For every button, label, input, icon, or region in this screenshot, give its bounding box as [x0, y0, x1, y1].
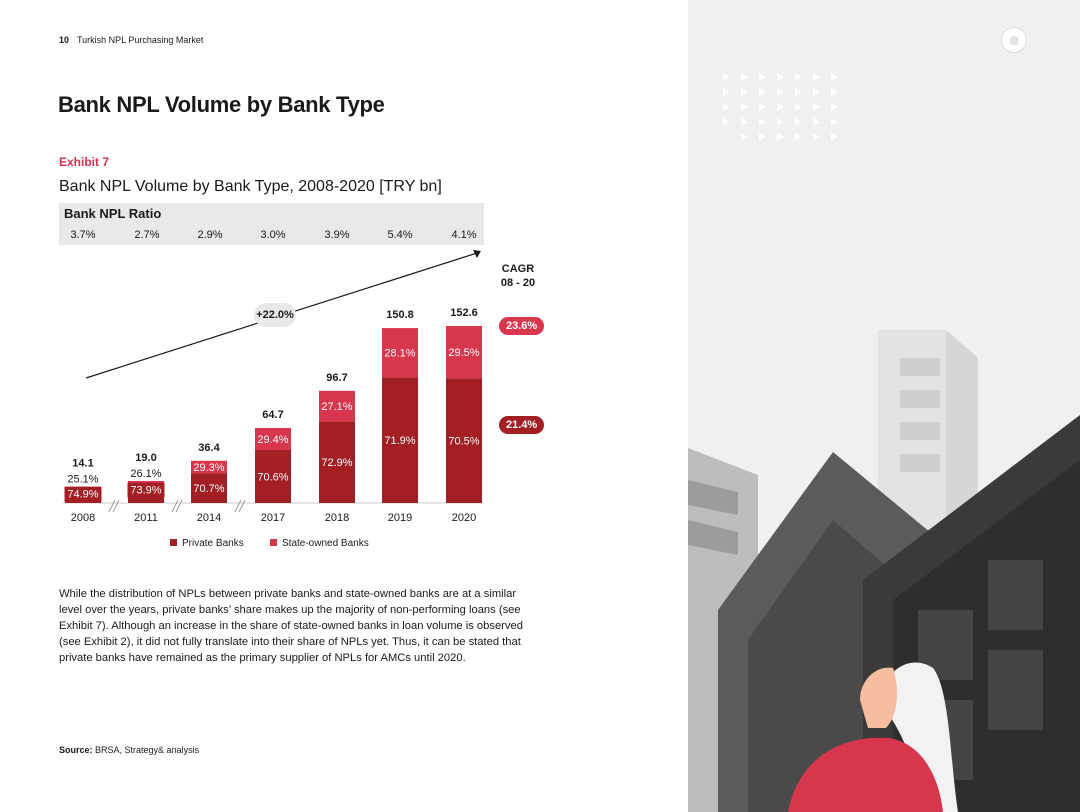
npl-ratio-value: 2.7%	[134, 229, 160, 241]
page-title: Bank NPL Volume by Bank Type	[58, 92, 385, 117]
cagr-state-owned-badge: 23.6%	[499, 317, 545, 335]
bar-private	[191, 473, 227, 503]
bar-total-label: 150.8	[386, 309, 414, 321]
bar-total-label: 19.0	[135, 452, 156, 464]
npl-ratio-value: 5.4%	[387, 229, 413, 241]
bar-total-label: 152.6	[450, 307, 478, 319]
state-share-label: 28.1%	[384, 348, 415, 360]
overall-growth-label: +22.0%	[254, 303, 296, 327]
source-label: Source:	[59, 745, 93, 755]
axis-break-mark	[234, 499, 242, 513]
x-tick-label: 2008	[71, 512, 95, 524]
x-tick-label: 2017	[261, 512, 285, 524]
legend-item-state: State-owned Banks	[270, 538, 369, 549]
bar-private	[255, 450, 291, 503]
npl-ratio-value: 3.9%	[324, 229, 350, 241]
home-button[interactable]	[1001, 27, 1027, 53]
bar-state-owned	[191, 460, 227, 474]
private-share-label: 72.9%	[321, 457, 352, 469]
exhibit-label: Exhibit 7	[59, 155, 110, 169]
private-share-label: 74.9%	[67, 489, 98, 501]
npl-ratio-value: 3.7%	[70, 229, 96, 241]
private-share-label: 71.9%	[384, 435, 415, 447]
growth-arrow-head	[473, 250, 481, 258]
source-note: Source: BRSA, Strategy& analysis	[59, 745, 199, 755]
cagr-title-line1: CAGR	[501, 263, 535, 275]
npl-ratio-band: Bank NPL Ratio 3.7% 2.7% 2.9% 3.0% 3.9% …	[59, 203, 484, 245]
npl-ratio-title: Bank NPL Ratio	[64, 206, 162, 221]
state-share-label: 29.5%	[448, 347, 479, 359]
state-share-label: 27.1%	[321, 401, 352, 413]
x-tick-label: 2014	[197, 512, 221, 524]
cagr-private-badge: 21.4%	[499, 416, 545, 434]
legend-swatch-private	[170, 539, 177, 546]
bar-total-label: 64.7	[262, 409, 283, 421]
woman-figure	[788, 662, 958, 812]
axis-break-mark	[108, 499, 116, 513]
page-header: 10 Turkish NPL Purchasing Market	[59, 35, 203, 45]
x-tick-label: 2011	[134, 512, 158, 524]
x-tick-label: 2018	[325, 512, 349, 524]
bar-total-label: 96.7	[326, 372, 347, 384]
npl-ratio-value: 3.0%	[260, 229, 286, 241]
bar-state-owned	[446, 325, 482, 379]
npl-ratio-value: 2.9%	[197, 229, 223, 241]
state-share-label: 29.3%	[193, 462, 224, 474]
bar-private	[446, 378, 482, 503]
axis-break-mark	[171, 499, 179, 513]
bar-total-label: 14.1	[72, 458, 93, 470]
cagr-title-line2: 08 - 20	[500, 277, 536, 289]
body-paragraph: While the distribution of NPLs between p…	[59, 588, 523, 664]
bar-total-label: 36.4	[198, 442, 220, 454]
chart-title: Bank NPL Volume by Bank Type, 2008-2020 …	[59, 178, 442, 195]
private-share-label-bg	[64, 486, 102, 502]
decorative-panel	[688, 0, 1080, 812]
bar-private	[319, 421, 355, 503]
bar-private	[382, 377, 418, 503]
page-number: 10	[59, 35, 70, 45]
legend-label-state: State-owned Banks	[282, 538, 369, 549]
source-text: BRSA, Strategy& analysis	[95, 745, 200, 755]
private-share-label-bg	[127, 482, 165, 498]
home-icon	[1008, 35, 1020, 45]
private-share-label: 73.9%	[130, 485, 161, 497]
private-share-label: 70.6%	[257, 472, 288, 484]
running-title: Turkish NPL Purchasing Market	[77, 35, 204, 45]
axis-break-mark	[112, 499, 120, 513]
bar-state-owned	[382, 328, 418, 378]
cagr-title: CAGR 08 - 20	[497, 262, 539, 290]
axis-break-mark	[175, 499, 183, 513]
legend-label-private: Private Banks	[182, 538, 244, 549]
state-share-label: 26.1%	[130, 468, 161, 480]
axis-break-mark	[238, 499, 246, 513]
x-tick-label: 2019	[388, 512, 412, 524]
legend-swatch-state	[270, 539, 277, 546]
bar-state-owned	[319, 390, 355, 422]
buildings-woman-illustration	[688, 73, 1080, 812]
legend-item-private: Private Banks	[170, 538, 244, 549]
bar-state-owned	[255, 427, 291, 451]
npl-stacked-bar-chart: 25.1% 74.9% 14.1 2008 26.1% 73.9% 19.0 2011 29.3…	[63, 250, 484, 524]
private-share-label: 70.5%	[448, 436, 479, 448]
triangle-pattern	[723, 73, 838, 141]
private-share-label: 70.7%	[193, 483, 224, 495]
state-share-label: 29.4%	[257, 434, 288, 446]
npl-ratio-value: 4.1%	[451, 229, 477, 241]
x-tick-label: 2020	[452, 512, 476, 524]
state-share-label: 25.1%	[67, 474, 98, 486]
